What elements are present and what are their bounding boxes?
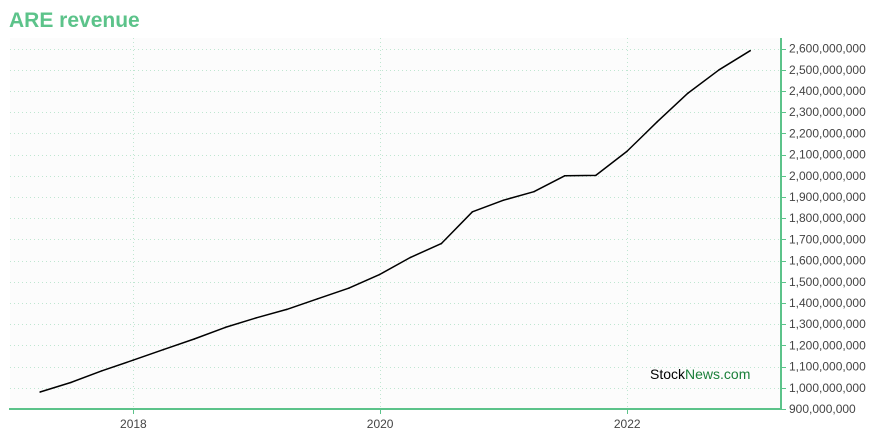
y-tick-label: 2,400,000,000: [789, 84, 866, 98]
y-tick-label: 1,600,000,000: [789, 254, 866, 268]
y-tick-label: 900,000,000: [789, 402, 856, 416]
revenue-data-point: [132, 359, 134, 362]
revenue-data-point: [224, 326, 227, 329]
revenue-data-point: [626, 150, 628, 153]
revenue-data-point: [347, 287, 350, 290]
revenue-data-point: [502, 199, 505, 201]
y-tick-label: 2,600,000,000: [789, 42, 866, 56]
x-tick-label: 2022: [614, 417, 641, 431]
revenue-data-point: [471, 211, 474, 213]
revenue-data-point: [687, 92, 689, 94]
plot-area: [10, 38, 781, 409]
revenue-data-point: [286, 308, 288, 311]
y-tick-label: 2,100,000,000: [789, 148, 866, 162]
stocknews-watermark: StockNews.com: [650, 365, 750, 383]
revenue-data-point: [749, 49, 751, 52]
x-tick-label: 2020: [367, 417, 394, 431]
y-tick-label: 1,800,000,000: [789, 211, 866, 225]
y-tick-label: 1,500,000,000: [789, 275, 866, 289]
revenue-series-line: [39, 50, 751, 393]
revenue-data-point: [39, 391, 41, 393]
axes: [9, 38, 786, 414]
revenue-data-point: [563, 175, 566, 177]
revenue-data-point: [440, 242, 443, 245]
revenue-data-point: [595, 174, 597, 177]
gridlines: [10, 38, 781, 409]
revenue-data-point: [379, 273, 381, 276]
revenue-data-point: [255, 317, 258, 319]
watermark-domain-text: .com: [720, 366, 751, 382]
watermark-news-text: News: [685, 366, 721, 382]
revenue-data-point: [101, 370, 103, 372]
y-tick-label: 1,300,000,000: [789, 317, 866, 331]
y-tick-label: 2,000,000,000: [789, 169, 866, 183]
revenue-data-point: [316, 298, 319, 300]
y-tick-label: 2,500,000,000: [789, 63, 866, 77]
revenue-data-point: [718, 69, 720, 71]
revenue-data-point: [409, 256, 412, 259]
y-tick-label: 1,100,000,000: [789, 360, 866, 374]
y-tick-label: 1,000,000,000: [789, 381, 866, 395]
x-tick-label: 2018: [120, 417, 147, 431]
y-tick-label: 1,200,000,000: [789, 338, 866, 352]
watermark-stock-text: Stock: [650, 366, 686, 382]
chart-title: ARE revenue: [9, 9, 140, 32]
revenue-data-point: [533, 190, 535, 193]
revenue-data-point: [70, 381, 72, 384]
y-tick-label: 2,200,000,000: [789, 126, 866, 140]
revenue-data-point: [162, 348, 165, 351]
y-tick-label: 2,300,000,000: [789, 105, 866, 119]
y-tick-label: 1,700,000,000: [789, 232, 866, 246]
revenue-data-point: [193, 338, 195, 340]
series-layer: [39, 49, 751, 393]
revenue-data-point: [656, 120, 659, 123]
tick-labels: 900,000,000 1,000,000,000 1,100,000,000 1,2…: [120, 42, 866, 431]
y-tick-label: 1,900,000,000: [789, 190, 866, 204]
y-tick-label: 1,400,000,000: [789, 296, 866, 310]
